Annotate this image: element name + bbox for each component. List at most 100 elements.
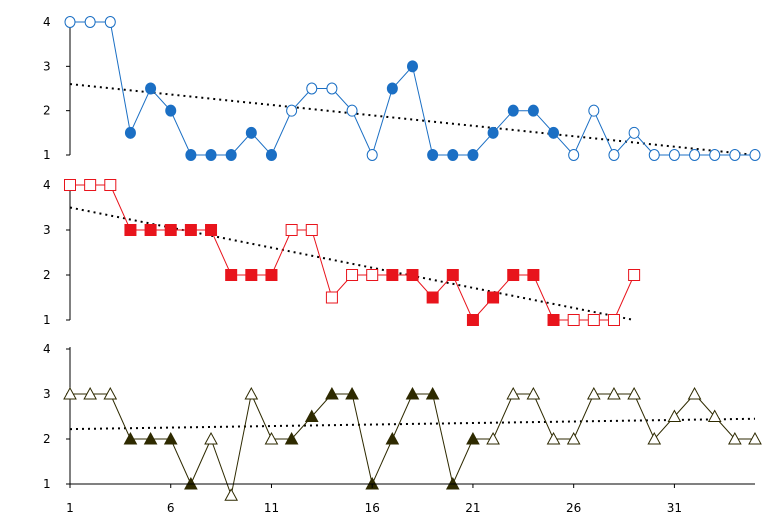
data-point-square (84, 179, 97, 191)
data-point-square (245, 269, 258, 281)
data-point-circle (104, 16, 116, 28)
series-line (70, 184, 635, 321)
data-point-circle (265, 149, 277, 161)
series-line (70, 392, 755, 498)
data-point-circle (608, 149, 620, 161)
x-tick-label: 21 (465, 501, 480, 515)
trend-line (69, 83, 756, 156)
data-point-square (205, 224, 218, 236)
data-point-circle (527, 104, 539, 117)
data-point-triangle (466, 431, 480, 445)
data-point-circle (648, 149, 660, 161)
y-tick-label: 3 (43, 59, 51, 73)
data-point-circle (628, 126, 640, 139)
x-tick-label: 26 (566, 501, 581, 515)
data-point-circle (507, 104, 519, 117)
data-point-triangle (546, 431, 561, 445)
data-point-circle (548, 126, 560, 139)
data-point-square (184, 224, 197, 236)
data-point-square (547, 314, 560, 326)
x-tick-label: 6 (167, 501, 175, 515)
data-point-circle (84, 16, 96, 28)
data-point-circle (487, 126, 499, 139)
data-point-triangle (748, 431, 762, 445)
data-point-square (225, 269, 238, 281)
data-point-circle (64, 16, 76, 28)
data-point-circle (346, 104, 358, 117)
data-point-circle (689, 149, 701, 161)
data-point-circle (668, 149, 680, 161)
data-point-triangle (506, 386, 521, 400)
x-tick-label: 31 (667, 501, 682, 515)
y-tick-label: 2 (43, 432, 51, 446)
data-point-triangle (63, 386, 77, 400)
data-point-circle (245, 126, 257, 139)
data-point-circle (185, 149, 197, 161)
data-point-square (587, 314, 600, 326)
data-point-triangle (345, 386, 359, 400)
y-tick-label: 1 (43, 148, 51, 162)
data-point-square (325, 291, 338, 304)
data-point-square (64, 179, 76, 191)
data-point-triangle (526, 386, 541, 400)
series-line (70, 21, 755, 157)
y-tick-label: 2 (43, 268, 51, 282)
data-point-square (366, 269, 379, 281)
data-point-square (305, 224, 318, 236)
data-point-circle (467, 149, 479, 161)
data-point-circle (749, 149, 761, 161)
y-tick-label: 2 (43, 104, 51, 118)
data-point-square (607, 314, 620, 326)
data-point-triangle (586, 386, 601, 400)
panel-blue-circles: 1 2 3 4 (43, 15, 761, 162)
data-point-triangle (687, 386, 702, 400)
data-point-triangle (83, 386, 97, 400)
data-point-square (466, 314, 479, 326)
data-point-triangle (707, 409, 722, 422)
data-point-circle (729, 149, 741, 161)
data-point-square (527, 269, 540, 281)
data-point-circle (145, 82, 157, 95)
data-point-circle (447, 149, 459, 161)
x-tick-label: 1 (66, 501, 74, 515)
y-tick-label: 1 (43, 313, 51, 327)
data-point-triangle (627, 386, 641, 400)
data-point-square (144, 224, 157, 236)
data-point-triangle (224, 488, 239, 501)
y-tick-label: 4 (43, 342, 51, 356)
data-point-square (285, 224, 298, 236)
y-tick-label: 4 (43, 15, 51, 29)
data-point-circle (205, 149, 217, 161)
data-point-triangle (566, 431, 581, 445)
data-point-square (124, 224, 137, 236)
data-point-circle (386, 82, 398, 95)
x-tick-label: 16 (365, 501, 380, 515)
data-point-square (265, 269, 278, 281)
data-point-circle (225, 149, 237, 161)
y-tick-label: 3 (43, 387, 51, 401)
data-point-square (446, 269, 459, 281)
data-point-triangle (264, 431, 279, 445)
data-point-circle (124, 126, 136, 139)
data-point-circle (709, 149, 721, 161)
data-point-triangle (204, 431, 218, 445)
data-point-triangle (143, 431, 158, 445)
data-point-circle (165, 104, 177, 117)
data-point-square (487, 291, 500, 304)
data-point-circle (588, 104, 600, 117)
data-point-square (628, 269, 641, 281)
data-point-triangle (304, 409, 319, 422)
data-point-triangle (667, 409, 682, 422)
data-point-circle (568, 149, 580, 161)
data-point-square (164, 224, 177, 236)
data-point-triangle (607, 386, 621, 400)
trend-line (69, 417, 756, 431)
data-point-circle (427, 149, 439, 161)
data-point-triangle (486, 431, 500, 445)
data-point-square (507, 269, 520, 281)
y-tick-label: 1 (43, 477, 51, 491)
data-point-circle (306, 82, 318, 95)
data-point-circle (366, 149, 378, 161)
x-tick-label: 11 (264, 501, 279, 515)
